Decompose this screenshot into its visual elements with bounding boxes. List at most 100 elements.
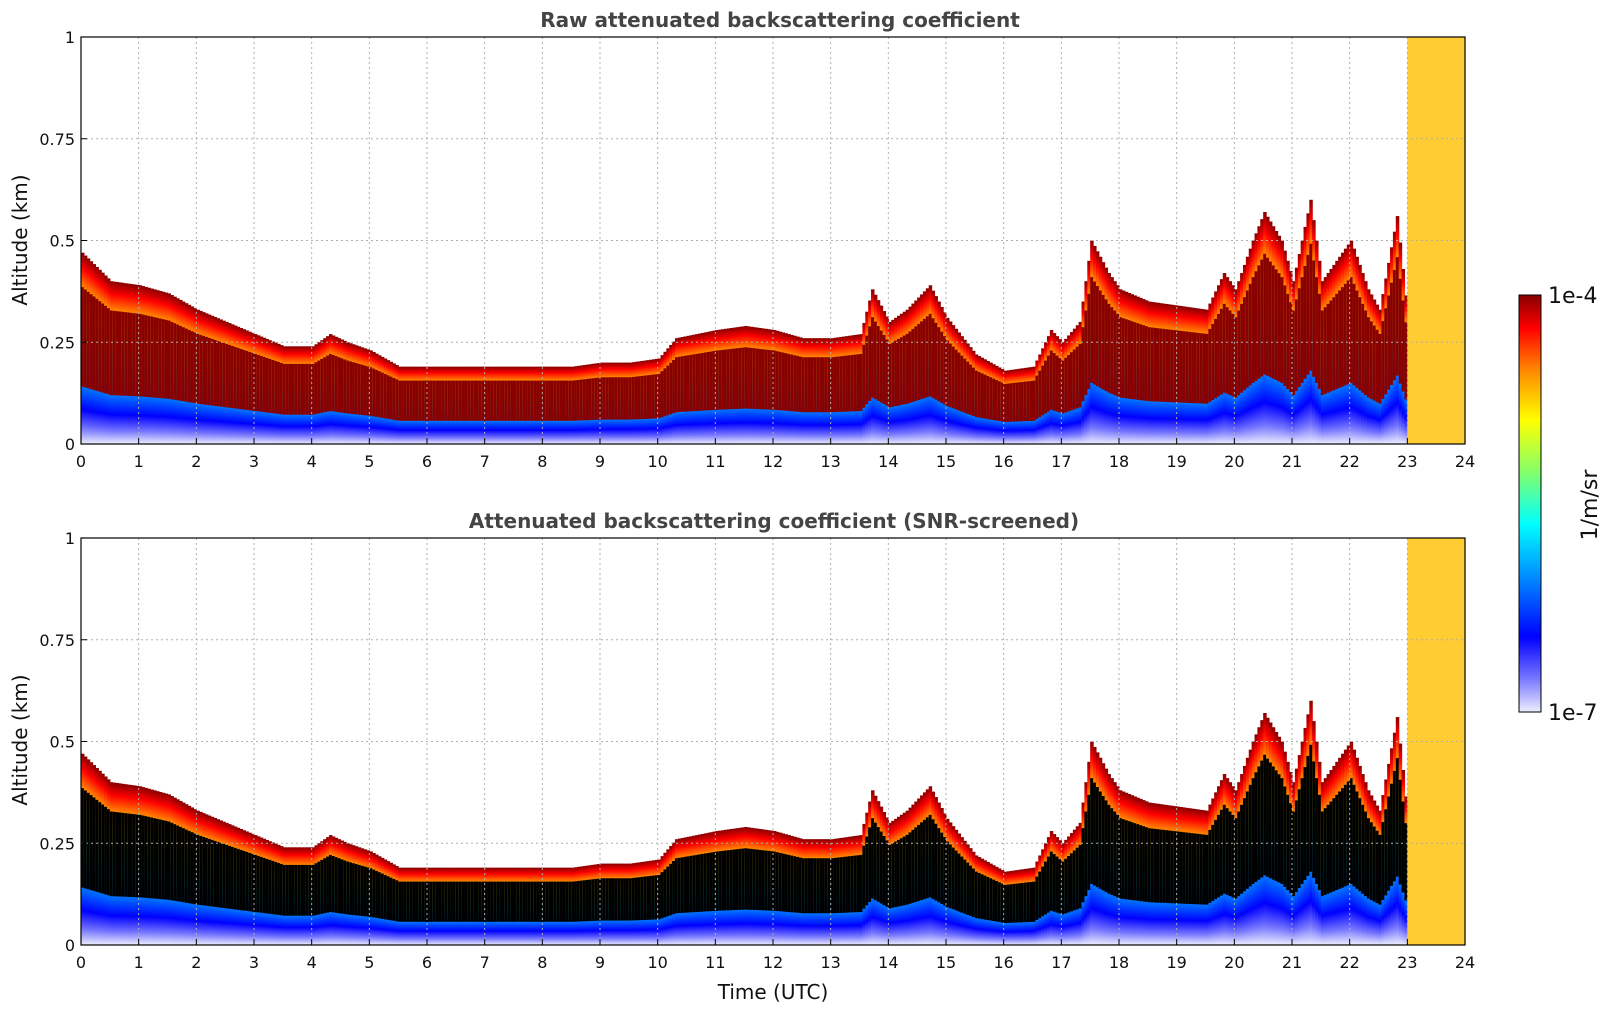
aerosol-layer-cell — [585, 378, 590, 421]
aerosol-layer-cell — [519, 881, 523, 922]
aerosol-layer-cell — [213, 840, 218, 907]
aerosol-layer-cell — [951, 346, 956, 409]
aerosol-layer-cell — [902, 335, 907, 405]
aerosol-layer-cell — [672, 861, 676, 915]
aerosol-layer-cell — [467, 380, 471, 421]
aerosol-layer-cell — [504, 380, 509, 421]
aerosol-layer-cell — [141, 815, 146, 898]
x-tick-label: 19 — [1166, 953, 1186, 972]
aerosol-layer-cell — [360, 865, 365, 917]
aerosol-layer-cell — [1286, 794, 1290, 891]
aerosol-layer-cell — [1271, 265, 1276, 379]
aerosol-layer-cell — [559, 380, 564, 421]
aerosol-layer-cell — [1170, 830, 1175, 904]
aerosol-layer-cell — [948, 343, 953, 408]
aerosol-layer-cell — [392, 878, 396, 921]
aerosol-layer-cell — [804, 357, 809, 413]
aerosol-layer-cell — [1023, 882, 1028, 923]
aerosol-layer-cell — [1176, 330, 1181, 403]
x-tick-label: 22 — [1339, 953, 1359, 972]
aerosol-layer-cell — [597, 878, 601, 921]
aerosol-layer-cell — [305, 363, 310, 415]
aerosol-layer-cell — [631, 376, 636, 420]
aerosol-layer-cell — [1093, 281, 1097, 385]
aerosol-layer-cell — [940, 331, 944, 403]
x-tick-label: 14 — [878, 452, 898, 471]
aerosol-layer-cell — [885, 339, 889, 406]
aerosol-layer-cell — [983, 875, 987, 920]
aerosol-layer-cell — [1020, 381, 1025, 422]
aerosol-layer-cell — [427, 881, 431, 922]
aerosol-layer-cell — [499, 380, 503, 421]
aerosol-layer-cell — [228, 344, 232, 408]
aerosol-layer-cell — [1242, 297, 1247, 391]
aerosol-layer-cell — [167, 821, 171, 900]
aerosol-layer-cell — [470, 380, 474, 421]
aerosol-layer-cell — [282, 864, 287, 916]
aerosol-layer-cell — [467, 881, 471, 922]
aerosol-layer-cell — [1242, 798, 1247, 892]
aerosol-layer-cell — [158, 318, 163, 399]
aerosol-layer-cell — [922, 819, 927, 900]
aerosol-layer-cell — [236, 848, 241, 910]
aerosol-layer-cell — [303, 363, 307, 415]
aerosol-layer-cell — [1116, 814, 1120, 898]
aerosol-layer-cell — [222, 843, 226, 909]
aerosol-layer-cell — [749, 347, 754, 409]
aerosol-layer-cell — [216, 841, 220, 908]
aerosol-layer-cell — [1306, 755, 1310, 876]
aerosol-layer-cell — [931, 819, 936, 900]
aerosol-layer-cell — [1015, 382, 1019, 422]
aerosol-layer-cell — [1289, 302, 1293, 393]
heatmap-column — [1456, 538, 1460, 945]
aerosol-layer-cell — [1312, 761, 1316, 878]
aerosol-layer-cell — [894, 340, 898, 407]
aerosol-layer-cell — [527, 881, 532, 922]
aerosol-layer-cell — [219, 842, 223, 908]
aerosol-layer-cell — [196, 333, 200, 404]
aerosol-layer-cell — [925, 316, 930, 398]
aerosol-layer-cell — [948, 844, 953, 909]
aerosol-layer-cell — [1214, 819, 1218, 900]
aerosol-layer-cell — [1113, 811, 1117, 897]
aerosol-layer-cell — [340, 859, 344, 914]
aerosol-layer-cell — [643, 375, 647, 419]
aerosol-layer-cell — [98, 802, 102, 893]
aerosol-layer-cell — [871, 317, 875, 398]
y-tick-label: 1 — [65, 28, 75, 47]
aerosol-layer-cell — [992, 879, 996, 922]
aerosol-layer-cell — [925, 817, 930, 899]
aerosol-layer-cell — [504, 881, 509, 922]
aerosol-layer-cell — [334, 857, 339, 913]
aerosol-layer-cell — [233, 346, 238, 409]
aerosol-layer-cell — [377, 872, 382, 919]
aerosol-layer-cell — [747, 347, 751, 409]
aerosol-layer-cell — [277, 862, 281, 915]
aerosol-layer-cell — [781, 352, 786, 411]
aerosol-layer-cell — [1332, 798, 1336, 892]
aerosol-layer-cell — [1260, 760, 1264, 878]
aerosol-layer-cell — [723, 850, 728, 911]
aerosol-layer-cell — [297, 363, 301, 415]
aerosol-layer-cell — [1398, 278, 1403, 384]
aerosol-layer-cell — [386, 876, 391, 920]
aerosol-layer-cell — [1294, 800, 1299, 893]
aerosol-layer-cell — [369, 367, 373, 416]
aerosol-layer-cell — [957, 853, 962, 912]
aerosol-layer-cell — [876, 827, 881, 902]
aerosol-layer-cell — [1387, 295, 1391, 390]
aerosol-layer-cell — [853, 855, 858, 913]
aerosol-layer-cell — [614, 878, 618, 921]
aerosol-layer-cell — [871, 818, 875, 899]
aerosol-layer-cell — [173, 323, 177, 400]
x-tick-label: 7 — [480, 452, 490, 471]
y-tick-label: 0.75 — [39, 631, 75, 650]
aerosol-layer-cell — [473, 881, 477, 922]
aerosol-layer-cell — [542, 881, 546, 922]
aerosol-layer-cell — [1326, 804, 1331, 894]
aerosol-layer-cell — [784, 353, 789, 411]
aerosol-layer-cell — [934, 823, 938, 901]
aerosol-layer-cell — [1280, 778, 1284, 884]
aerosol-layer-cell — [1309, 243, 1313, 371]
aerosol-layer-cell — [1372, 826, 1377, 902]
